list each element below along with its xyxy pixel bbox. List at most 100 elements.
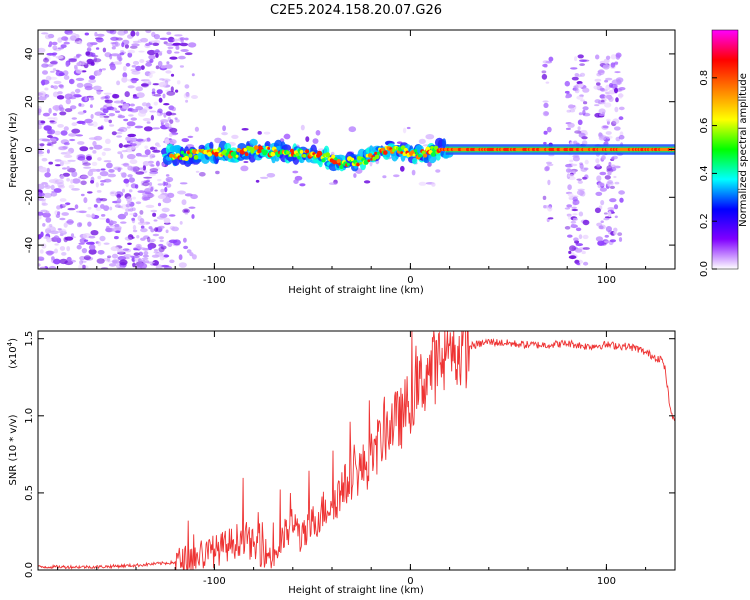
heatmap-cell — [147, 49, 156, 56]
heatmap-cell — [154, 249, 158, 252]
heatmap-cell — [135, 106, 144, 111]
heatmap-cell — [541, 70, 547, 74]
heatmap-ridge-point — [299, 150, 304, 154]
heatmap-cell — [61, 252, 67, 256]
heatmap-cell — [85, 213, 91, 217]
heatmap-cell — [564, 207, 571, 210]
heatmap-cell — [571, 223, 575, 227]
heatmap-cell — [87, 206, 92, 210]
heatmap-cell — [168, 133, 173, 137]
heatmap-cell — [130, 45, 138, 49]
heatmap-cell — [184, 37, 189, 41]
heatmap-cell — [127, 52, 133, 58]
heatmap-ridge-point — [180, 150, 185, 155]
heatmap-cell — [60, 44, 67, 48]
heatmap-cell — [78, 103, 82, 107]
heatmap-cell — [80, 180, 87, 186]
heatmap-cell — [435, 169, 441, 173]
snr-plot — [38, 331, 675, 570]
heatmap-cell — [130, 166, 138, 172]
heatmap-cell — [568, 169, 573, 173]
heatmap-cell — [183, 245, 189, 250]
heatmap-cell — [40, 209, 48, 213]
heatmap-cell — [152, 42, 160, 46]
heatmap-cell — [117, 248, 125, 254]
heatmap-cell — [130, 137, 138, 142]
heatmap-cell — [103, 92, 112, 95]
heatmap-cell — [607, 207, 615, 211]
heatmap-cell — [187, 135, 194, 138]
heatmap-cell — [127, 234, 134, 240]
heatmap-cell — [76, 120, 86, 124]
heatmap-cell — [116, 135, 122, 138]
heatmap-cell — [171, 106, 176, 112]
heatmap-cell — [79, 146, 89, 152]
heatmap-cell — [88, 235, 96, 239]
heatmap-cell — [63, 126, 69, 131]
heatmap-cell — [57, 182, 65, 188]
heatmap-cell — [543, 102, 549, 108]
heatmap-cell — [604, 175, 611, 180]
heatmap-cell — [547, 217, 554, 220]
heatmap-cell — [158, 97, 163, 103]
heatmap-cell — [138, 167, 144, 170]
heatmap-ridge-point — [413, 149, 418, 153]
heatmap-cell — [147, 160, 154, 164]
heatmap-cell — [100, 168, 106, 171]
heatmap-cell — [191, 214, 195, 219]
heatmap-cell — [38, 108, 42, 114]
heatmap-cell — [179, 65, 184, 68]
y-tick-label: 0 — [24, 146, 35, 152]
heatmap-cell — [120, 221, 127, 224]
heatmap-cell — [123, 178, 130, 184]
heatmap-cell — [79, 256, 86, 261]
heatmap-ridge-point — [412, 153, 416, 157]
heatmap-cell — [611, 120, 617, 127]
heatmap-cell — [89, 104, 93, 108]
heatmap-cell — [145, 43, 151, 47]
heatmap-cell — [183, 237, 187, 243]
heatmap-cell — [569, 245, 576, 252]
heatmap-cell — [570, 67, 578, 70]
heatmap-cell — [67, 207, 76, 211]
heatmap-cell — [56, 205, 61, 210]
heatmap-cell — [597, 69, 605, 76]
heatmap-cell — [179, 221, 183, 225]
heatmap-cell — [87, 191, 93, 194]
heatmap-cell — [574, 130, 582, 134]
heatmap-ridge-point — [367, 153, 373, 158]
heatmap-cell — [120, 50, 125, 53]
heatmap-cell — [94, 69, 102, 76]
heatmap-cell — [166, 90, 176, 96]
heatmap-cell — [406, 126, 411, 130]
heatmap-cell — [122, 65, 127, 72]
heatmap-cell — [614, 215, 618, 219]
heatmap-ridge-point — [319, 152, 323, 156]
heatmap-ridge-point — [213, 148, 218, 153]
heatmap-cell — [137, 111, 147, 117]
heatmap-cell — [52, 178, 59, 185]
heatmap-cell — [93, 204, 98, 208]
heatmap-cell — [127, 174, 133, 178]
heatmap-cell — [50, 191, 58, 197]
heatmap-cell — [57, 47, 65, 50]
heatmap-cell — [144, 145, 148, 149]
heatmap-cell — [78, 176, 86, 179]
heatmap-cell — [215, 170, 220, 175]
heatmap-cell — [578, 211, 584, 217]
heatmap-cell — [58, 104, 64, 110]
heatmap-cell — [75, 77, 85, 81]
heatmap-cell — [255, 179, 260, 183]
heatmap-cell — [140, 228, 148, 233]
heatmap-cell — [600, 182, 605, 188]
colorbar-label: Normalized spectral amplitude — [738, 73, 749, 227]
heatmap-cell — [122, 188, 125, 193]
heatmap-cell — [576, 178, 582, 181]
heatmap-cell — [53, 258, 61, 265]
heatmap-cell — [570, 220, 577, 224]
heatmap-cell — [172, 42, 182, 46]
heatmap-cell — [75, 68, 83, 74]
heatmap-cell — [571, 163, 578, 167]
heatmap-cell — [149, 168, 159, 172]
heatmap-cell — [38, 234, 41, 240]
